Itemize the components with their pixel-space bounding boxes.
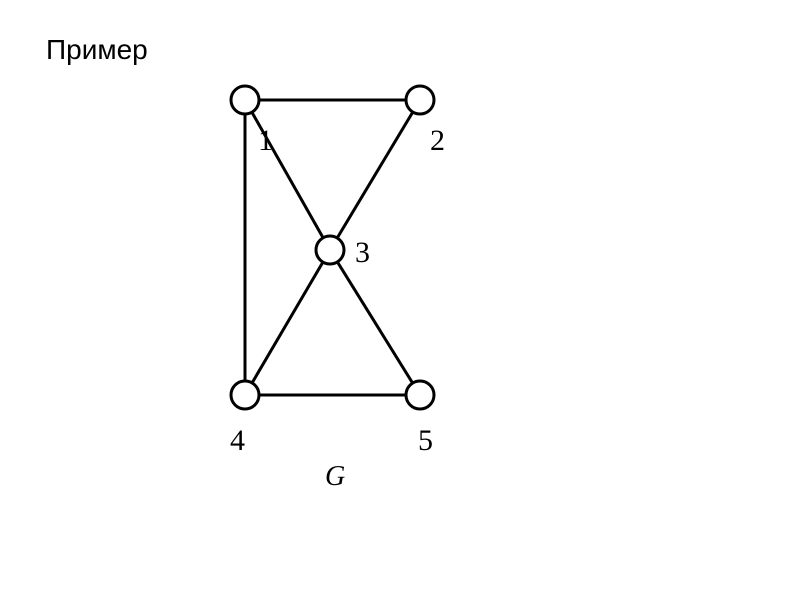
node-3 xyxy=(316,236,344,264)
node-label-5: 5 xyxy=(418,424,433,457)
node-label-4: 4 xyxy=(230,424,245,457)
node-label-2: 2 xyxy=(430,124,445,157)
edge-1-3 xyxy=(245,100,330,250)
node-5 xyxy=(406,381,434,409)
edge-3-5 xyxy=(330,250,420,395)
graph-container: 1 2 3 4 5 G xyxy=(170,70,530,500)
edge-3-4 xyxy=(245,250,330,395)
edge-2-3 xyxy=(330,100,420,250)
node-1 xyxy=(231,86,259,114)
node-label-1: 1 xyxy=(258,124,273,157)
node-4 xyxy=(231,381,259,409)
node-2 xyxy=(406,86,434,114)
graph-name-label: G xyxy=(325,461,345,492)
graph-svg: 1 2 3 4 5 G xyxy=(170,70,530,500)
page-title: Пример xyxy=(46,34,148,66)
node-label-3: 3 xyxy=(355,236,370,269)
